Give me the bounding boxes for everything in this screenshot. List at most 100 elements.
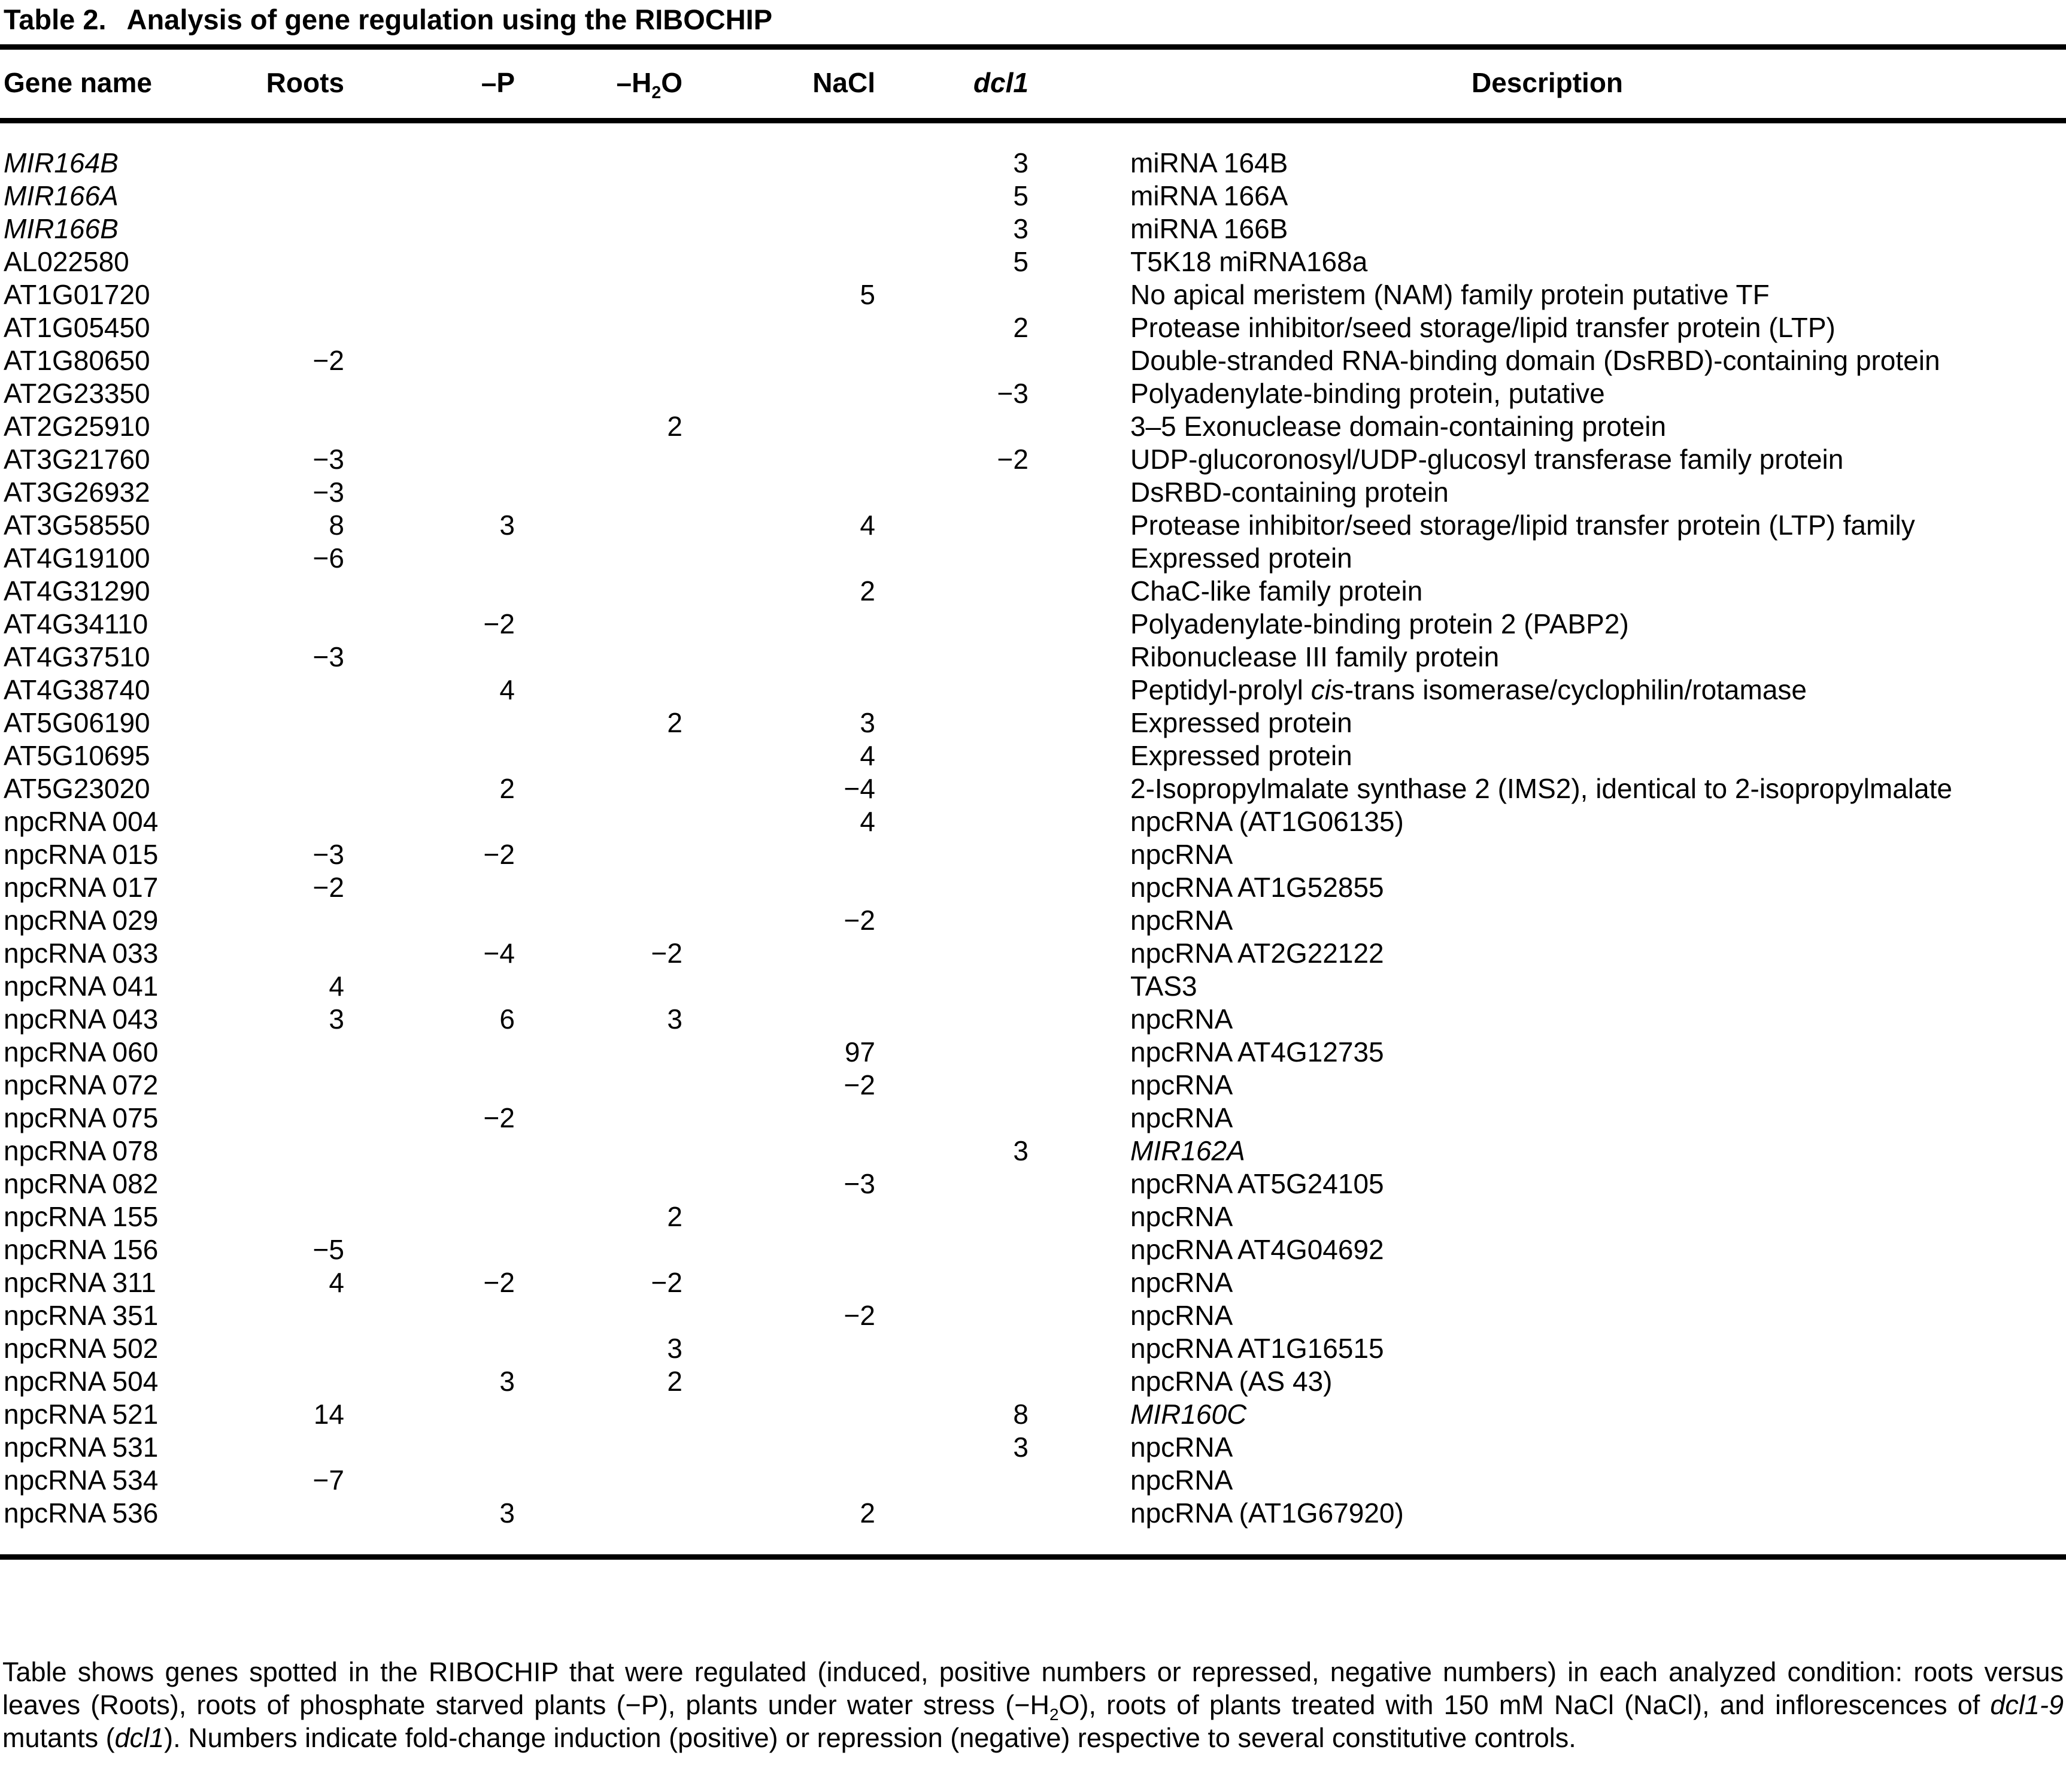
- cell-roots: 4: [329, 1266, 344, 1298]
- cell-dcl1: 3: [1013, 1431, 1029, 1463]
- cell-description: T5K18 miRNA168a: [1130, 245, 1368, 277]
- cell-nacl: [682, 1200, 875, 1233]
- cell-dcl1: [875, 607, 1029, 640]
- cell-description: Expressed protein: [1130, 739, 1352, 771]
- table-row: npcRNA 060 97 npcRNA AT4G12735: [0, 1035, 2066, 1068]
- cell-roots: [227, 607, 344, 640]
- cell-dcl1: −2: [997, 443, 1029, 475]
- cell-p: [344, 1200, 515, 1233]
- cell-nacl: [682, 121, 875, 180]
- cell-p: [344, 311, 515, 344]
- cell-gene-name: npcRNA 060: [4, 1036, 159, 1068]
- cell-h2o: [515, 278, 682, 311]
- cell-nacl: [682, 640, 875, 673]
- table-row: AT5G10695 4 Expressed protein: [0, 739, 2066, 772]
- cell-nacl: [682, 377, 875, 410]
- cell-h2o: [515, 1134, 682, 1167]
- table-row: AT3G26932 −3 DsRBD-containing protein: [0, 475, 2066, 508]
- cell-h2o: [515, 805, 682, 838]
- table-row: AT5G06190 2 3 Expressed protein: [0, 706, 2066, 739]
- cell-gene-name: npcRNA 502: [4, 1332, 159, 1364]
- table-row: npcRNA 041 4 TAS3: [0, 969, 2066, 1002]
- cell-gene-name: npcRNA 156: [4, 1233, 159, 1265]
- cell-p: [344, 1233, 515, 1266]
- cell-h2o: [515, 607, 682, 640]
- cell-h2o: [515, 1463, 682, 1496]
- table-row: AT3G21760 −3 −2 UDP-glucoronosyl/UDP-glucos…: [0, 442, 2066, 475]
- table-row: AT4G31290 2 ChaC-like family protein: [0, 574, 2066, 607]
- table-row: AT4G34110 −2 Polyadenylate-binding protein…: [0, 607, 2066, 640]
- gene-regulation-table: Gene name Roots –P –H2O NaCl dcl1 Description …: [0, 44, 2066, 1560]
- cell-description: No apical meristem (NAM) family protein …: [1130, 278, 1770, 310]
- cell-dcl1: 5: [1013, 180, 1029, 211]
- cell-description: npcRNA: [1130, 1102, 1233, 1133]
- cell-gene-name: npcRNA 504: [4, 1365, 159, 1397]
- cell-description: npcRNA: [1130, 1200, 1233, 1232]
- cell-nacl: [682, 541, 875, 574]
- cell-roots: [227, 936, 344, 969]
- cell-h2o: [515, 179, 682, 212]
- cell-gene-name: AT4G38740: [4, 674, 150, 705]
- cell-nacl: −4: [844, 772, 875, 804]
- table-row: npcRNA 504 3 2 npcRNA (AS 43): [0, 1365, 2066, 1397]
- table-row: npcRNA 075 −2 npcRNA: [0, 1101, 2066, 1134]
- cell-p: [344, 1397, 515, 1430]
- table-row: AT1G01720 5 No apical meristem (NAM) famil…: [0, 278, 2066, 311]
- cell-dcl1: [875, 1463, 1029, 1496]
- column-header-p: –P: [344, 44, 515, 123]
- cell-p: [344, 1463, 515, 1496]
- table-row: AT2G25910 2 3–5 Exonuclease domain-contain…: [0, 410, 2066, 442]
- table-row: AT4G19100 −6 Expressed protein: [0, 541, 2066, 574]
- table-row: AL022580 5 T5K18 miRNA168a: [0, 245, 2066, 278]
- cell-h2o: [515, 969, 682, 1002]
- cell-dcl1: [875, 1068, 1029, 1101]
- cell-h2o: [515, 1035, 682, 1068]
- cell-h2o: [515, 344, 682, 377]
- cell-roots: 14: [313, 1398, 344, 1430]
- cell-gene-name: AT4G37510: [4, 641, 150, 672]
- cell-gene-name: npcRNA 041: [4, 970, 159, 1002]
- cell-dcl1: [875, 410, 1029, 442]
- cell-gene-name: AT3G21760: [4, 443, 150, 475]
- cell-h2o: [515, 574, 682, 607]
- cell-h2o: [515, 739, 682, 772]
- cell-nacl: [682, 1397, 875, 1430]
- cell-description: ChaC-like family protein: [1130, 575, 1423, 607]
- cell-nacl: 97: [844, 1036, 875, 1068]
- table-row: npcRNA 155 2 npcRNA: [0, 1200, 2066, 1233]
- cell-description: UDP-glucoronosyl/UDP-glucosyl transferas…: [1130, 443, 1844, 475]
- cell-gene-name: AT5G10695: [4, 739, 150, 771]
- table-row: npcRNA 078 3 MIR162A: [0, 1134, 2066, 1167]
- cell-gene-name: npcRNA 004: [4, 805, 159, 837]
- cell-dcl1: [875, 541, 1029, 574]
- cell-dcl1: [875, 1101, 1029, 1134]
- cell-gene-name: npcRNA 017: [4, 871, 159, 903]
- cell-dcl1: [875, 574, 1029, 607]
- cell-dcl1: [875, 706, 1029, 739]
- table-header: Gene name Roots –P –H2O NaCl dcl1 Description: [0, 44, 2066, 123]
- cell-roots: [227, 1332, 344, 1365]
- cell-gene-name: npcRNA 351: [4, 1299, 159, 1331]
- cell-dcl1: [875, 838, 1029, 871]
- cell-nacl: −3: [844, 1168, 875, 1199]
- cell-roots: [227, 121, 344, 180]
- cell-gene-name: AT2G23350: [4, 377, 150, 409]
- cell-gene-name: npcRNA 072: [4, 1069, 159, 1100]
- cell-dcl1: [875, 1299, 1029, 1332]
- cell-h2o: [515, 1101, 682, 1134]
- cell-dcl1: 5: [1013, 245, 1029, 277]
- cell-description: npcRNA (AS 43): [1130, 1365, 1333, 1397]
- cell-gene-name: MIR166A: [4, 180, 119, 211]
- cell-roots: [227, 1299, 344, 1332]
- cell-h2o: −2: [651, 937, 682, 969]
- cell-description: npcRNA: [1130, 1431, 1233, 1463]
- table-row: npcRNA 082 −3 npcRNA AT5G24105: [0, 1167, 2066, 1200]
- cell-roots: −5: [313, 1233, 344, 1265]
- table-row: MIR166B 3 miRNA 166B: [0, 212, 2066, 245]
- cell-nacl: [682, 1266, 875, 1299]
- cell-p: [344, 969, 515, 1002]
- cell-h2o: [515, 475, 682, 508]
- cell-roots: [227, 179, 344, 212]
- cell-roots: −2: [313, 344, 344, 376]
- table-row: npcRNA 311 4 −2 −2 npcRNA: [0, 1266, 2066, 1299]
